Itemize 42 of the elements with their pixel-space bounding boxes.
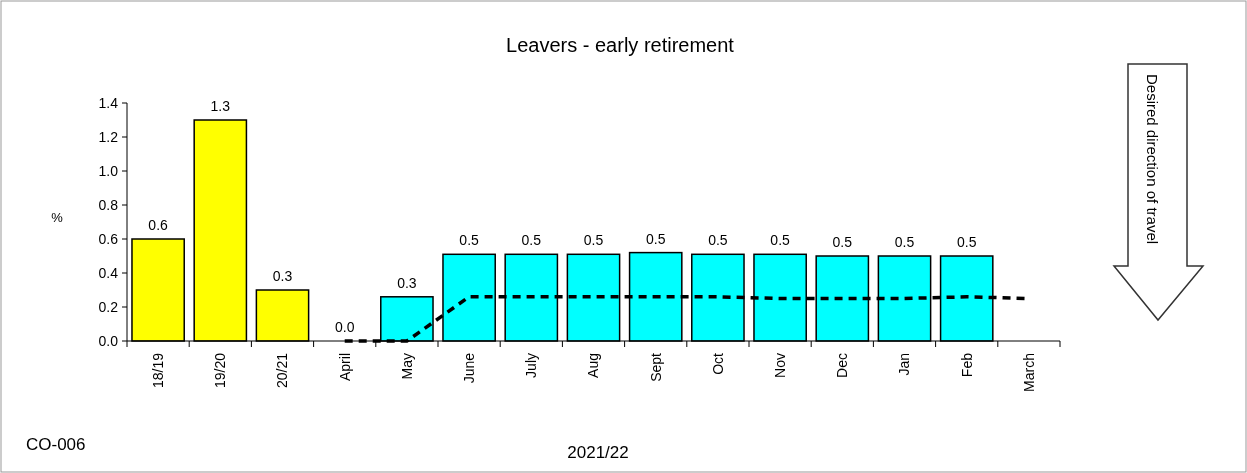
x-tick-label: 18/19 (150, 352, 166, 389)
data-label: 0.5 (770, 232, 791, 249)
chart-title: Leavers - early retirement (506, 34, 735, 56)
y-tick-label: 0.2 (98, 298, 119, 315)
data-label: 0.0 (334, 319, 355, 335)
x-tick-label: 20/21 (274, 352, 291, 389)
x-tick-label: July (523, 353, 540, 378)
data-label: 0.5 (583, 232, 604, 249)
data-label: 0.5 (956, 234, 977, 250)
data-label: 0.3 (272, 268, 293, 284)
text: Desired direction of travel (1143, 74, 1161, 245)
x-tick-label: Sept (647, 352, 664, 382)
x-tick-label: Dec (834, 353, 851, 378)
data-label: 0.6 (148, 217, 169, 233)
y-axis-title: % (51, 210, 64, 225)
x-tick-label: Nov (772, 353, 788, 378)
data-label: 0.5 (645, 230, 666, 247)
data-label: 0.5 (832, 234, 853, 250)
data-label: 0.5 (521, 232, 542, 249)
x-axis-title: 2021/22 (567, 443, 629, 462)
x-tick-label: Feb (958, 352, 975, 378)
y-tick-label: 0.8 (98, 196, 119, 213)
data-label: 0.5 (459, 232, 480, 249)
data-label: 0.3 (397, 274, 417, 291)
x-tick-label: June (461, 352, 477, 384)
y-tick-label: 0.6 (98, 230, 119, 247)
y-tick-label: 1.0 (98, 162, 119, 179)
y-tick-label: 0.4 (98, 264, 119, 281)
text: CO-006 (26, 435, 86, 454)
x-tick-label: Aug (585, 353, 602, 378)
y-tick-label: 0.0 (98, 332, 119, 349)
x-tick-label: Oct (709, 352, 726, 375)
y-tick-label: 1.2 (98, 128, 119, 145)
x-tick-label: March (1020, 353, 1037, 392)
x-tick-label: May (398, 353, 415, 380)
x-tick-label: April (336, 353, 353, 382)
x-tick-label: Jan (896, 353, 913, 376)
data-label: 1.3 (210, 98, 231, 114)
y-tick-label: 1.4 (98, 94, 119, 111)
data-label: 0.5 (708, 232, 728, 249)
x-tick-label: 19/20 (212, 352, 229, 389)
data-label: 0.5 (894, 234, 915, 250)
